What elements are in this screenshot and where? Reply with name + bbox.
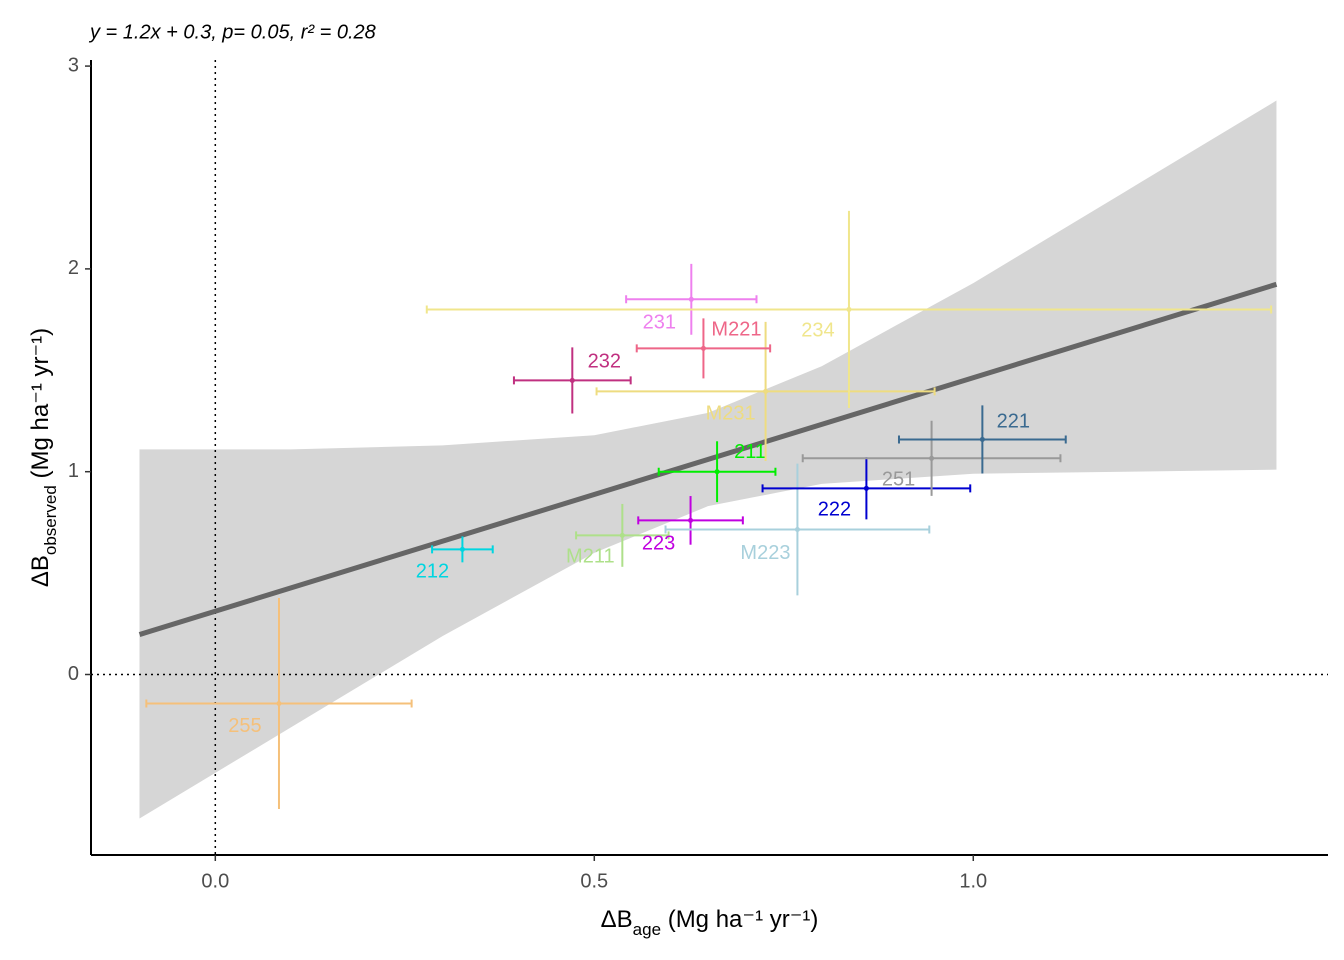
point-label: 211	[734, 441, 766, 463]
y-axis-title: ΔBobserved (Mg ha⁻¹ yr⁻¹)	[27, 328, 60, 587]
y-tick-label: 2	[68, 257, 79, 279]
point-label: 232	[588, 351, 621, 373]
point-group: 255	[145, 598, 413, 809]
y-tick-label: 0	[68, 663, 79, 685]
point-label: M231	[706, 403, 756, 425]
point	[763, 388, 769, 394]
y-tick-label: 3	[68, 54, 79, 76]
point-group: 221	[897, 405, 1067, 474]
annotation: y = 1.2x + 0.3, p= 0.05, r² = 0.28	[88, 21, 376, 43]
point	[459, 546, 465, 552]
point-label: 231	[643, 312, 676, 334]
point-group: 231	[625, 263, 758, 335]
y-axis-title-sub: observed	[41, 485, 60, 555]
point-label: 221	[997, 411, 1030, 433]
point-label: M223	[740, 542, 790, 564]
point-group: M221	[635, 318, 772, 379]
y-tick-label: 1	[68, 460, 79, 482]
point-label: 212	[416, 561, 449, 583]
x-axis-title-unit: (Mg ha⁻¹ yr⁻¹)	[661, 906, 818, 933]
point	[846, 306, 852, 312]
point-label: 255	[228, 715, 261, 737]
point	[276, 701, 282, 707]
point	[569, 377, 575, 383]
point-group: 232	[512, 347, 632, 414]
point-label: 222	[818, 499, 851, 521]
point-group: 211	[657, 441, 777, 503]
point	[619, 532, 625, 538]
point-group: 251	[801, 420, 1062, 496]
x-tick-label: 1.0	[959, 870, 987, 892]
point-label: M211	[566, 546, 615, 568]
x-axis-title-sub: age	[633, 920, 661, 939]
x-axis-title: ΔBage (Mg ha⁻¹ yr⁻¹)	[601, 906, 819, 939]
point-label: 251	[882, 469, 915, 491]
point-group: M231	[595, 321, 936, 461]
point	[700, 345, 706, 351]
point-label: 223	[642, 533, 675, 555]
point-group: 212	[416, 536, 494, 583]
fit-line	[138, 281, 1278, 637]
point	[794, 526, 800, 532]
point	[863, 485, 869, 491]
point	[688, 296, 694, 302]
x-axis-title-main: ΔB	[601, 906, 633, 933]
point	[929, 455, 935, 461]
x-tick-label: 0.5	[580, 870, 608, 892]
x-tick-label: 0.0	[201, 870, 229, 892]
y-axis-title-main: ΔB	[27, 555, 54, 587]
point-group: M211	[566, 503, 670, 568]
point-group: 223	[637, 496, 744, 555]
point-group: M223	[664, 463, 931, 596]
point	[979, 436, 985, 442]
point-label: M221	[711, 319, 761, 341]
y-axis-title-unit: (Mg ha⁻¹ yr⁻¹)	[27, 328, 54, 485]
point	[714, 469, 720, 475]
point-group: 222	[761, 457, 972, 521]
point	[688, 517, 694, 523]
point-group: 234	[425, 210, 1273, 409]
point-label: 234	[801, 320, 834, 342]
